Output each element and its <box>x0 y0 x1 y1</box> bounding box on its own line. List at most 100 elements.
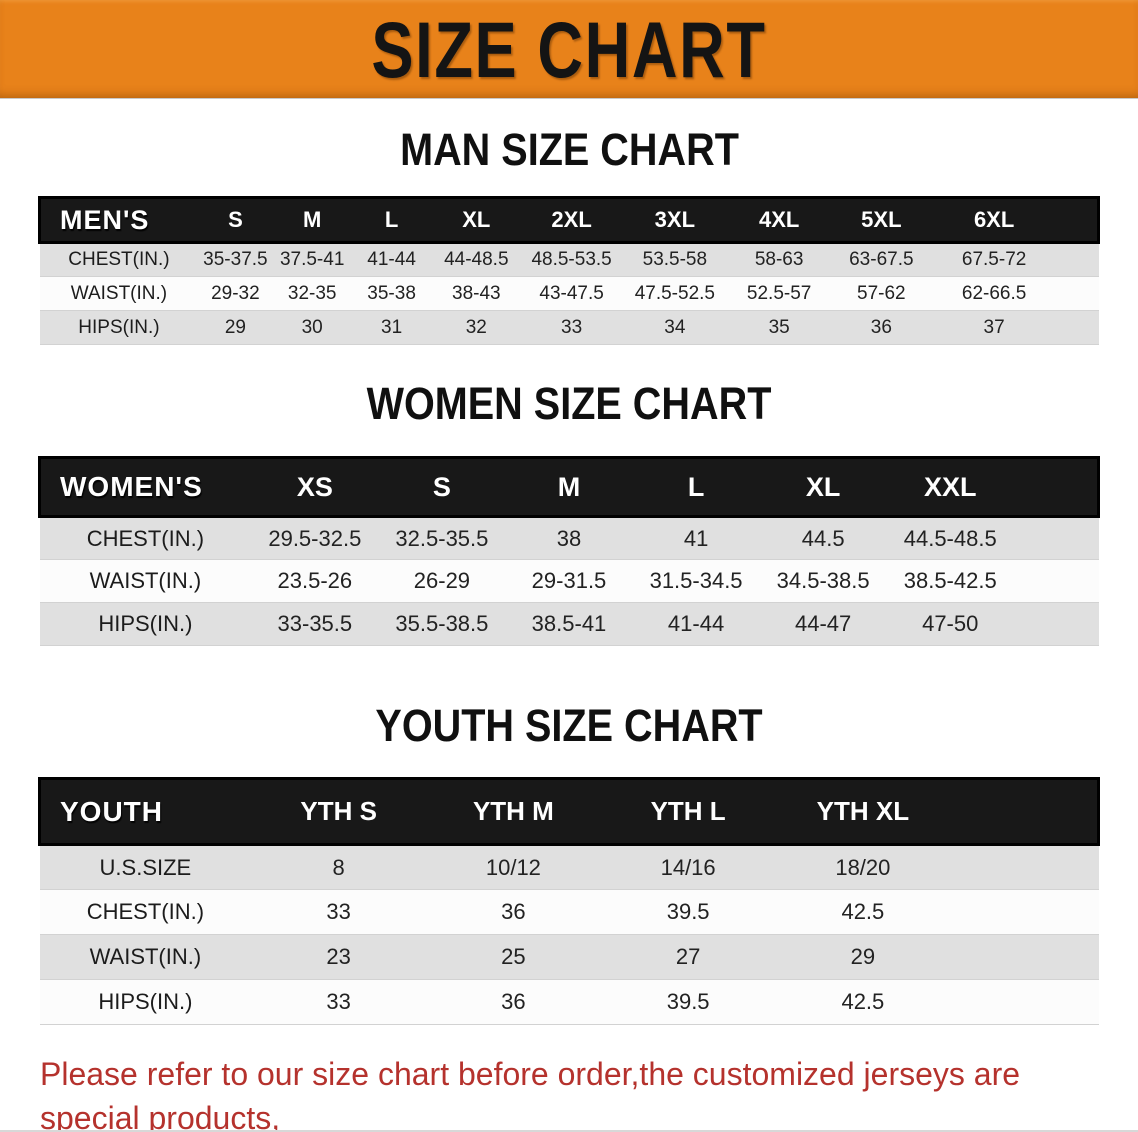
youth-column-header-yth-m: YTH M <box>472 796 554 826</box>
men-hips-in-value-3xl: 34 <box>664 316 686 338</box>
youth-ussize-value-yth-m: 10/12 <box>485 854 541 880</box>
women-column-header-l: L <box>687 471 705 502</box>
youth-row-label-waist-in: WAIST(IN.) <box>89 944 202 969</box>
youth-row-hips-in: HIPS(IN.) 33 36 39.5 42.5 <box>39 979 1099 1025</box>
women-size-table-container: WOMEN'S XS S M L XL XXL CHEST(IN.) 29.5-32.5 32.5… <box>0 456 1138 646</box>
men-hips-in-value-2xl: 33 <box>561 316 583 338</box>
men-row-filler <box>1056 277 1098 311</box>
youth-column-header-yth-l: YTH L <box>650 796 726 826</box>
women-header-filler <box>1014 458 1099 517</box>
women-hips-in-value-s: 35.5-38.5 <box>395 611 489 636</box>
section-men: MAN SIZE CHART MEN'S S M L XL 2XL 3XL 4XL 5XL 6XL… <box>0 127 1138 345</box>
men-hips-in-value-6xl: 37 <box>983 316 1005 338</box>
youth-ussize-value-yth-l: 14/16 <box>660 854 716 880</box>
men-waist-in-value-5xl: 57-62 <box>857 282 906 304</box>
women-column-header-xs: XS <box>296 471 333 502</box>
men-column-header-6xl: 6XL <box>973 207 1015 232</box>
men-waist-in-value-m: 32-35 <box>287 282 337 304</box>
men-chest-in-value-5xl: 63-67.5 <box>849 249 914 270</box>
men-row-label-hips-in: HIPS(IN.) <box>78 316 160 338</box>
women-row-label-waist-in: WAIST(IN.) <box>89 568 202 593</box>
youth-chest-in-value-yth-s: 33 <box>326 899 351 924</box>
men-hips-in-value-5xl: 36 <box>870 316 892 338</box>
women-row-hips-in: HIPS(IN.) 33-35.5 35.5-38.5 38.5-41 41-44 44-… <box>39 602 1099 646</box>
youth-column-header-yth-s: YTH S <box>300 796 377 826</box>
youth-section-heading: YOUTH SIZE CHART <box>375 700 763 751</box>
youth-hips-in-value-yth-m: 36 <box>501 989 526 1014</box>
men-header-filler <box>1056 198 1098 243</box>
men-row-label-chest-in: CHEST(IN.) <box>68 249 170 270</box>
men-hips-in-value-s: 29 <box>224 316 246 338</box>
women-hips-in-value-l: 41-44 <box>667 611 725 636</box>
youth-chest-in-value-yth-m: 36 <box>501 899 526 924</box>
men-chest-in-value-6xl: 67.5-72 <box>961 249 1027 270</box>
women-row-filler <box>1014 560 1099 603</box>
men-size-table-container: MEN'S S M L XL 2XL 3XL 4XL 5XL 6XL CHEST(IN.) 35-37… <box>0 196 1138 345</box>
disclaimer: Please refer to our size chart before or… <box>0 1052 1138 1132</box>
women-hips-in-value-xs: 33-35.5 <box>277 611 353 636</box>
women-corner-label: WOMEN'S <box>60 471 203 502</box>
youth-row-filler <box>950 890 1098 935</box>
women-waist-in-value-xl: 34.5-38.5 <box>776 568 870 593</box>
men-hips-in-value-xl: 32 <box>465 316 487 338</box>
women-row-label-chest-in: CHEST(IN.) <box>86 525 205 551</box>
women-chest-in-value-xs: 29.5-32.5 <box>268 525 362 551</box>
youth-ussize-value-yth-xl: 18/20 <box>835 854 891 880</box>
women-column-header-m: M <box>557 471 581 502</box>
youth-hips-in-value-yth-s: 33 <box>326 989 351 1014</box>
men-header-row: MEN'S S M L XL 2XL 3XL 4XL 5XL 6XL <box>39 197 1099 243</box>
men-column-header-xl: XL <box>462 207 491 232</box>
women-section-heading: WOMEN SIZE CHART <box>366 378 772 429</box>
youth-row-ussize: U.S.SIZE 8 10/12 14/16 18/20 <box>39 844 1099 890</box>
men-row-label-waist-in: WAIST(IN.) <box>70 282 168 304</box>
women-waist-in-value-s: 26-29 <box>413 568 471 593</box>
men-hips-in-value-m: 30 <box>301 316 323 338</box>
women-waist-in-value-xs: 23.5-26 <box>277 568 353 593</box>
women-row-label-hips-in: HIPS(IN.) <box>98 611 193 636</box>
youth-row-label-ussize: U.S.SIZE <box>99 854 192 880</box>
women-waist-in-value-m: 29-31.5 <box>531 568 607 593</box>
youth-waist-in-value-yth-xl: 29 <box>850 944 876 969</box>
women-waist-in-value-xxl: 38.5-42.5 <box>903 568 997 593</box>
youth-corner-label: YOUTH <box>60 795 163 827</box>
youth-size-table: YOUTH YTH S YTH M YTH L YTH XL U.S.SIZE 8 10/12… <box>38 777 1100 1025</box>
men-column-header-2xl: 2XL <box>551 207 592 232</box>
men-waist-in-value-s: 29-32 <box>211 282 260 304</box>
youth-row-label-chest-in: CHEST(IN.) <box>86 899 205 924</box>
youth-ussize-value-yth-s: 8 <box>332 854 345 880</box>
men-chest-in-value-xl: 44-48.5 <box>444 249 509 270</box>
youth-row-waist-in: WAIST(IN.) 23 25 27 29 <box>39 934 1099 980</box>
women-row-chest-in: CHEST(IN.) 29.5-32.5 32.5-35.5 38 41 44.5 44.5… <box>39 516 1099 560</box>
men-waist-in-value-l: 35-38 <box>367 282 416 304</box>
youth-row-label-hips-in: HIPS(IN.) <box>98 989 193 1014</box>
section-women: WOMEN SIZE CHART WOMEN'S XS S M L XL XXL CHEST(… <box>0 381 1138 646</box>
men-column-header-s: S <box>228 207 243 232</box>
women-chest-in-value-xl: 44.5 <box>801 525 845 551</box>
women-chest-in-value-m: 38 <box>556 525 582 551</box>
women-header-row: WOMEN'S XS S M L XL XXL <box>39 457 1099 517</box>
men-column-header-4xl: 4XL <box>758 207 800 232</box>
men-row-hips-in: HIPS(IN.) 29 30 31 32 33 34 35 36 37 <box>39 310 1099 345</box>
men-row-waist-in: WAIST(IN.) 29-32 32-35 35-38 38-43 43-47.5 47.… <box>39 276 1099 311</box>
men-waist-in-value-3xl: 47.5-52.5 <box>634 282 715 304</box>
women-hips-in-value-xxl: 47-50 <box>922 611 979 636</box>
men-waist-in-value-4xl: 52.5-57 <box>746 282 812 304</box>
men-column-header-5xl: 5XL <box>861 207 902 232</box>
women-waist-in-value-l: 31.5-34.5 <box>649 568 743 593</box>
women-hips-in-value-m: 38.5-41 <box>531 611 607 636</box>
men-corner-label: MEN'S <box>60 204 150 235</box>
women-row-filler <box>1014 517 1099 560</box>
men-row-chest-in: CHEST(IN.) 35-37.5 37.5-41 41-44 44-48.5 48.5… <box>39 242 1099 277</box>
men-column-header-l: L <box>384 207 399 232</box>
youth-header-row: YOUTH YTH S YTH M YTH L YTH XL <box>39 778 1099 845</box>
men-chest-in-value-4xl: 58-63 <box>754 249 804 270</box>
women-row-waist-in: WAIST(IN.) 23.5-26 26-29 29-31.5 31.5-34.5 34… <box>39 559 1099 603</box>
men-column-header-3xl: 3XL <box>654 207 696 232</box>
youth-chest-in-value-yth-l: 39.5 <box>666 899 710 924</box>
women-size-table: WOMEN'S XS S M L XL XXL CHEST(IN.) 29.5-32.5 32.5… <box>38 456 1100 646</box>
youth-row-filler <box>950 980 1098 1025</box>
section-youth: YOUTH SIZE CHART YOUTH YTH S YTH M YTH L YTH… <box>0 703 1138 1025</box>
disclaimer-line-1: Please refer to our size chart before or… <box>40 1056 1021 1132</box>
women-column-header-xl: XL <box>805 471 841 502</box>
